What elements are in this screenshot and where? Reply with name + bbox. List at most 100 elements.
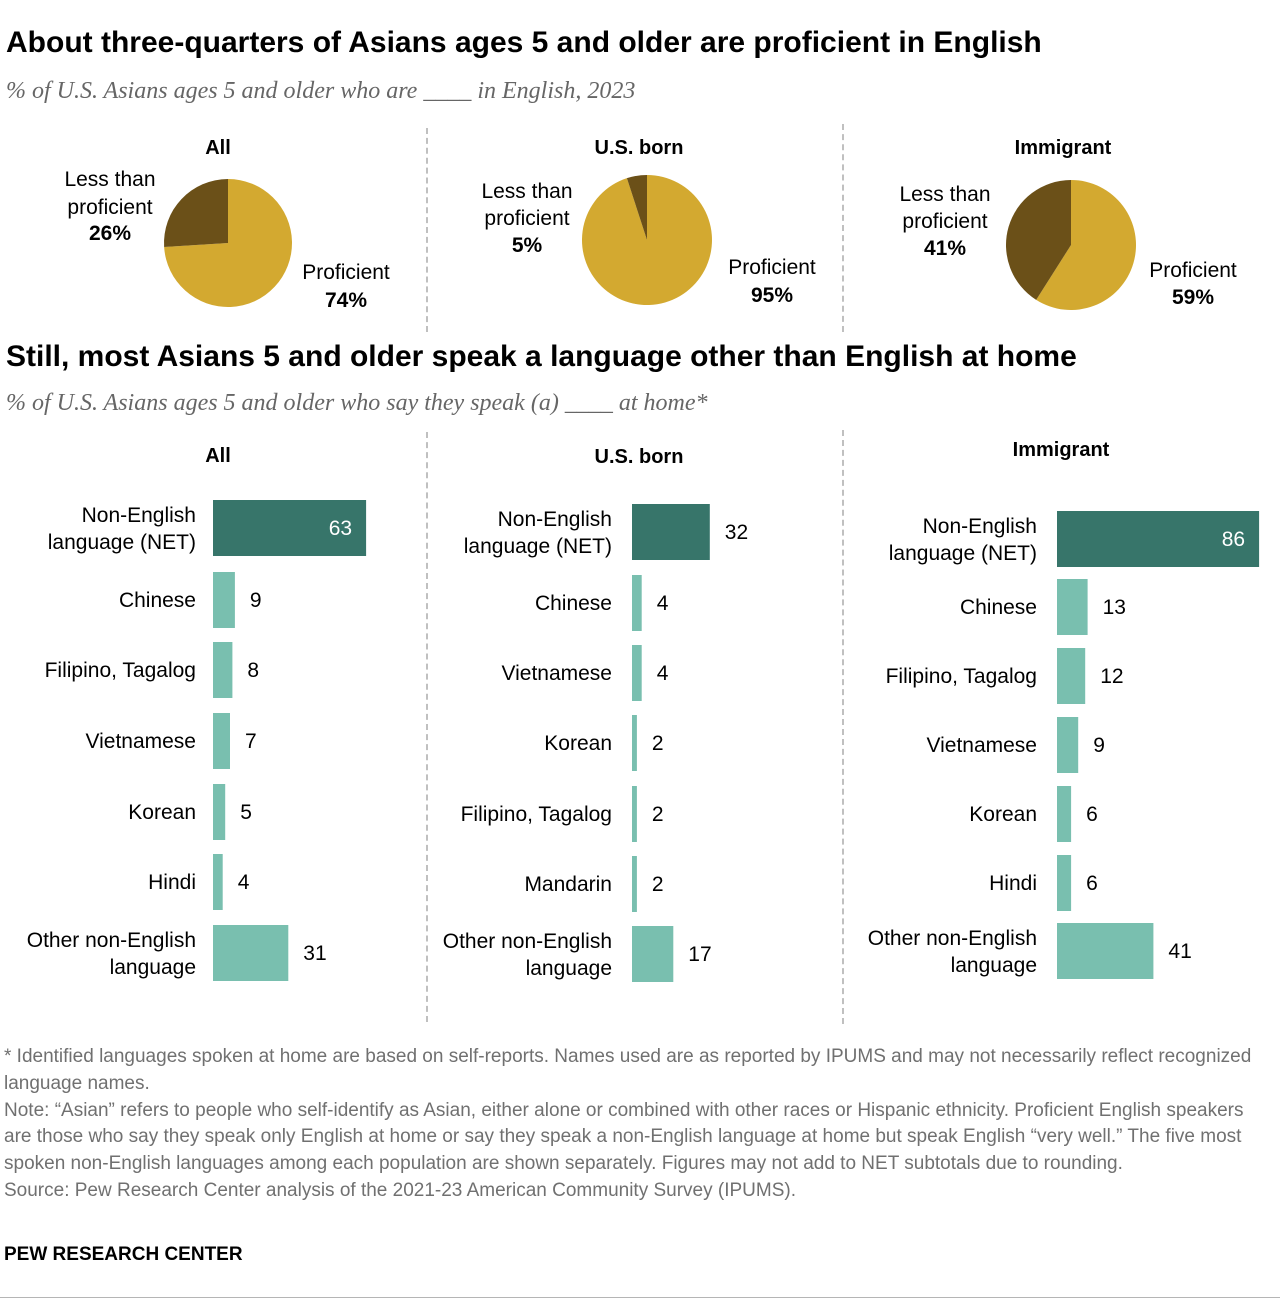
chart-subtitle-languages: % of U.S. Asians ages 5 and older who sa…	[6, 390, 708, 416]
bar-value-vietnamese: 9	[1093, 734, 1105, 757]
pie-slice-less-than-proficient	[1006, 180, 1071, 300]
bar-divider-2	[842, 430, 844, 1024]
bar-label-other-non-english-language: Other non-English	[868, 927, 1037, 950]
pie-divider-1	[426, 128, 428, 332]
bar-vietnamese	[213, 713, 230, 769]
bar-value-korean: 2	[652, 732, 664, 755]
bar-hindi	[213, 854, 223, 910]
bar-label-chinese: Chinese	[535, 592, 612, 615]
bar-divider-1	[426, 432, 428, 1022]
footnote-asterisk: * Identified languages spoken at home ar…	[4, 1046, 1252, 1094]
bar-label-filipino-tagalog: Filipino, Tagalog	[45, 659, 196, 682]
bar-value-korean: 5	[240, 801, 252, 824]
bar-value-chinese: 9	[250, 589, 262, 612]
pie-title: U.S. born	[595, 137, 684, 159]
bar-value-other-non-english-language: 17	[688, 943, 711, 966]
bar-other-non-english-language	[213, 925, 289, 981]
bar-label-non-english-language-net: language (NET)	[48, 531, 196, 554]
pie-label-proficient: Proficient	[302, 261, 390, 284]
pie-label-less-than-proficient: proficient	[67, 196, 152, 219]
pie-slice-proficient	[581, 175, 712, 305]
bar-label-other-non-english-language: language	[526, 957, 612, 980]
bar-mandarin	[632, 856, 637, 912]
pie-chart-immigrant: Immigrant Less than proficient 41% Proficien…	[899, 137, 1237, 310]
bar-value-chinese: 4	[657, 592, 669, 615]
bar-label-non-english-language-net: Non-English	[923, 515, 1037, 538]
bar-label-other-non-english-language: language	[951, 954, 1037, 977]
bar-value-filipino-tagalog: 12	[1100, 665, 1123, 688]
bar-korean	[1057, 786, 1072, 842]
bar-label-vietnamese: Vietnamese	[926, 734, 1037, 757]
footnote-source: Source: Pew Research Center analysis of …	[4, 1179, 796, 1201]
pie-value-proficient: 59%	[1172, 286, 1214, 309]
bar-non-english-language-net	[213, 500, 367, 556]
bar-label-vietnamese: Vietnamese	[501, 662, 612, 685]
bar-label-korean: Korean	[969, 803, 1037, 826]
bar-vietnamese	[632, 645, 642, 701]
bar-value-hindi: 4	[238, 871, 250, 894]
pie-label-less-than-proficient: Less than	[481, 180, 572, 203]
bar-value-vietnamese: 7	[245, 730, 257, 753]
bar-label-hindi: Hindi	[148, 871, 196, 894]
pie-label-less-than-proficient: proficient	[484, 207, 569, 230]
pie-slice-less-than-proficient	[626, 175, 647, 240]
pie-value-less-than-proficient: 41%	[924, 237, 966, 260]
bar-label-filipino-tagalog: Filipino, Tagalog	[461, 803, 612, 826]
bar-label-chinese: Chinese	[119, 589, 196, 612]
bar-value-non-english-language-net: 32	[725, 521, 748, 544]
bar-filipino-tagalog	[632, 786, 637, 842]
bar-chinese	[632, 575, 642, 631]
bar-chart-all: All Non-English language (NET) 63 Chinese 9 Fi…	[27, 445, 367, 981]
chart-title-proficiency: About three-quarters of Asians ages 5 an…	[6, 26, 1042, 59]
bar-value-filipino-tagalog: 8	[247, 659, 259, 682]
bottom-rule	[0, 1297, 1280, 1298]
pie-chart-all: All Less than proficient 26% Proficient 74%	[64, 137, 390, 312]
pie-title: Immigrant	[1015, 137, 1112, 159]
bar-value-non-english-language-net: 86	[1222, 528, 1245, 551]
bar-chinese	[1057, 579, 1088, 635]
bar-other-non-english-language	[1057, 923, 1154, 979]
bar-korean	[213, 784, 226, 840]
bar-filipino-tagalog	[1057, 648, 1086, 704]
pie-value-proficient: 95%	[751, 284, 793, 307]
pie-slice-proficient	[1036, 180, 1137, 310]
bar-non-english-language-net	[632, 504, 710, 560]
pie-label-proficient: Proficient	[728, 256, 816, 279]
pie-slice-less-than-proficient	[164, 179, 228, 248]
chart-title-languages: Still, most Asians 5 and older speak a l…	[6, 340, 1077, 373]
bar-chart-title: U.S. born	[595, 446, 684, 468]
pie-slice-proficient	[164, 179, 293, 307]
bar-non-english-language-net	[1057, 511, 1260, 567]
bar-value-non-english-language-net: 63	[329, 517, 352, 540]
bar-label-other-non-english-language: language	[110, 956, 196, 979]
bar-label-non-english-language-net: Non-English	[498, 508, 612, 531]
bar-label-filipino-tagalog: Filipino, Tagalog	[886, 665, 1037, 688]
bar-value-other-non-english-language: 41	[1168, 940, 1191, 963]
bar-label-non-english-language-net: language (NET)	[889, 542, 1037, 565]
pie-value-less-than-proficient: 26%	[89, 222, 131, 245]
chart-subtitle-proficiency: % of U.S. Asians ages 5 and older who ar…	[6, 78, 636, 104]
bar-label-non-english-language-net: language (NET)	[464, 535, 612, 558]
bar-chart-title: Immigrant	[1013, 439, 1110, 461]
pie-label-proficient: Proficient	[1149, 259, 1237, 282]
pie-label-less-than-proficient: Less than	[899, 183, 990, 206]
footnotes: * Identified languages spoken at home ar…	[4, 1044, 1274, 1205]
bar-label-chinese: Chinese	[960, 596, 1037, 619]
footnote-note: Note: “Asian” refers to people who self-…	[4, 1099, 1244, 1175]
bar-value-chinese: 13	[1103, 596, 1126, 619]
pie-title: All	[205, 137, 231, 159]
bar-label-other-non-english-language: Other non-English	[443, 930, 612, 953]
bar-label-korean: Korean	[544, 732, 612, 755]
bar-chart-title: All	[205, 445, 231, 467]
bar-label-other-non-english-language: Other non-English	[27, 929, 196, 952]
bar-label-korean: Korean	[128, 801, 196, 824]
pie-divider-2	[842, 124, 844, 332]
bar-label-hindi: Hindi	[989, 872, 1037, 895]
bar-other-non-english-language	[632, 926, 674, 982]
bar-chart-us-born: U.S. born Non-English language (NET) 32 Chin…	[443, 446, 748, 982]
bar-chart-immigrant: Immigrant Non-English language (NET) 86 Chin…	[868, 439, 1260, 979]
bar-value-other-non-english-language: 31	[303, 942, 326, 965]
bar-value-mandarin: 2	[652, 873, 664, 896]
pie-label-less-than-proficient: Less than	[64, 168, 155, 191]
bar-value-vietnamese: 4	[657, 662, 669, 685]
